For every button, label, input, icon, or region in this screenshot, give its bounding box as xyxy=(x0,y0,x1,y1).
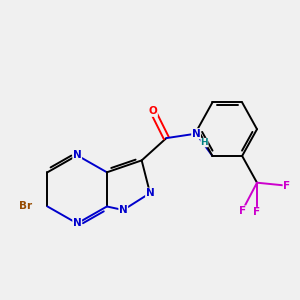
Text: O: O xyxy=(148,106,157,116)
Text: Br: Br xyxy=(20,202,33,212)
Text: N: N xyxy=(146,188,154,198)
Text: F: F xyxy=(283,181,290,191)
Text: N: N xyxy=(192,129,200,139)
Text: N: N xyxy=(119,205,128,215)
Text: H: H xyxy=(201,138,208,147)
Text: N: N xyxy=(73,218,82,228)
Text: N: N xyxy=(73,150,82,160)
Text: F: F xyxy=(238,206,246,216)
Text: F: F xyxy=(254,207,261,218)
